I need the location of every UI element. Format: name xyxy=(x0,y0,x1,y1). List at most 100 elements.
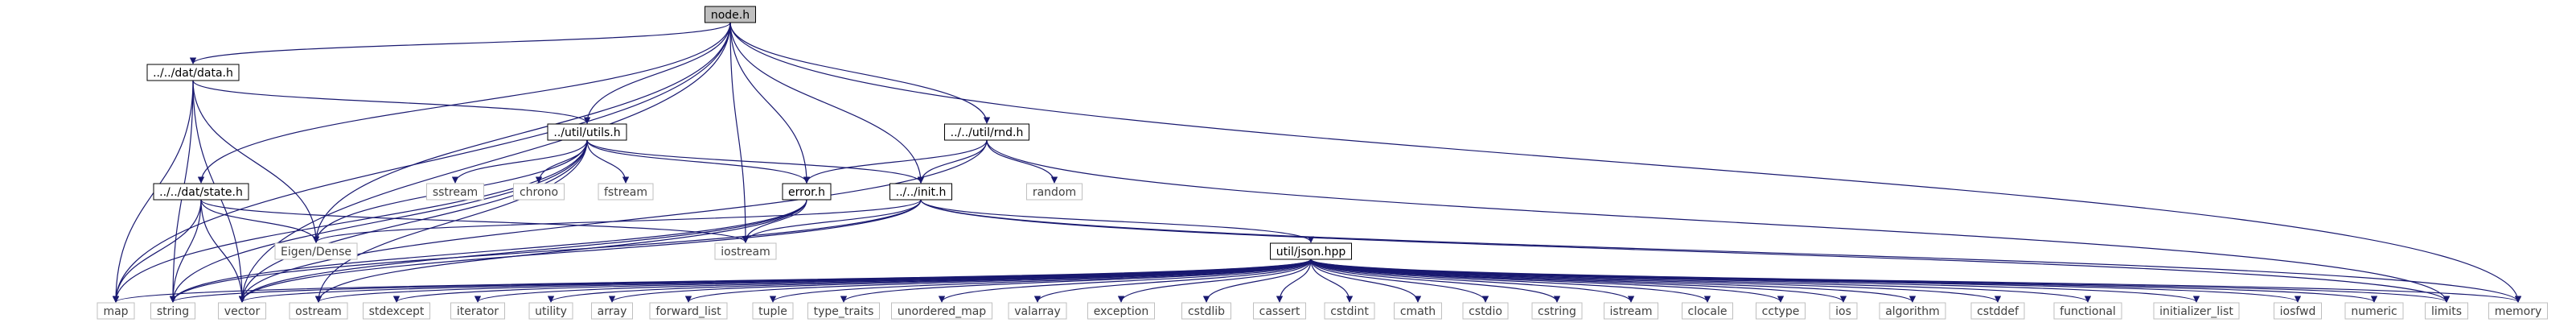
edge-json_hpp-to-memory xyxy=(1310,259,2521,303)
node-box-iostream xyxy=(714,242,777,260)
node-label-util_utils_h: ../util/utils.h xyxy=(553,126,620,139)
node-label-array: array xyxy=(598,305,627,318)
edge-json_hpp-to-type_traits xyxy=(840,259,1312,303)
node-dat_state_h[interactable]: ../../dat/state.h xyxy=(153,183,249,201)
node-label-dat_state_h: ../../dat/state.h xyxy=(159,186,243,199)
node-box-clocale xyxy=(1682,302,1733,320)
edge-init_h-to-memory xyxy=(920,199,2521,303)
edge-node_h-to-util_rnd_h xyxy=(729,22,991,124)
edge-json_hpp-to-initializer_list xyxy=(1310,259,2200,303)
node-box-vector xyxy=(218,302,266,320)
node-box-stdexcept xyxy=(363,302,430,320)
edge-node_h-to-memory xyxy=(729,22,2522,303)
edge-util_utils_h-to-fstream xyxy=(586,139,630,184)
node-label-cctype: cctype xyxy=(1762,305,1800,318)
node-box-json_hpp xyxy=(1270,242,1352,260)
node-label-json_hpp: util/json.hpp xyxy=(1276,246,1346,259)
edge-node_h-to-vector xyxy=(238,22,731,303)
edge-dat_data_h-to-util_utils_h xyxy=(192,80,591,124)
edge-util_utils_h-to-init_h xyxy=(586,139,925,184)
edges-layer xyxy=(112,22,2522,303)
edge-init_h-to-string xyxy=(169,199,922,303)
edge-json_hpp-to-algorithm xyxy=(1310,259,1917,303)
edge-json_hpp-to-cstdlib xyxy=(1202,259,1312,303)
node-box-array xyxy=(591,302,633,320)
node-label-eigen_dense: Eigen/Dense xyxy=(281,246,351,259)
node-box-cstdint xyxy=(1324,302,1375,320)
node-box-string xyxy=(150,302,195,320)
node-label-cassert: cassert xyxy=(1259,305,1300,318)
edge-json_hpp-to-cstdint xyxy=(1310,259,1354,303)
edge-json_hpp-to-cassert xyxy=(1276,259,1312,303)
node-node_h[interactable]: node.h xyxy=(705,6,756,23)
node-box-functional xyxy=(2053,302,2122,320)
edge-util_utils_h-to-map xyxy=(112,139,588,303)
node-label-ostream: ostream xyxy=(295,305,342,318)
node-box-cassert xyxy=(1253,302,1306,320)
node-box-util_rnd_h xyxy=(944,123,1029,141)
node-util_utils_h[interactable]: ../util/utils.h xyxy=(547,123,627,141)
node-box-unordered_map xyxy=(891,302,992,320)
edge-node_h-to-iostream xyxy=(729,22,750,243)
edge-util_utils_h-to-vector xyxy=(238,139,588,303)
edge-util_utils_h-to-error_h xyxy=(586,139,811,184)
edge-json_hpp-to-ostream xyxy=(315,259,1312,303)
edge-node_h-to-dat_state_h xyxy=(197,22,731,184)
edge-init_h-to-json_hpp xyxy=(920,199,1315,243)
node-label-utility: utility xyxy=(535,305,567,318)
node-label-limits: limits xyxy=(2431,305,2462,318)
edge-json_hpp-to-iterator xyxy=(475,259,1312,303)
edge-node_h-to-init_h xyxy=(729,22,925,184)
node-label-chrono: chrono xyxy=(520,186,558,199)
node-label-map: map xyxy=(103,305,128,318)
edge-util_utils_h-to-sstream xyxy=(451,139,588,184)
node-label-dat_data_h: ../../dat/data.h xyxy=(153,67,233,80)
node-label-cstdlib: cstdlib xyxy=(1188,305,1225,318)
node-label-tuple: tuple xyxy=(758,305,787,318)
edge-json_hpp-to-ios xyxy=(1310,259,1847,303)
node-limits: limits xyxy=(2425,302,2468,320)
node-box-error_h xyxy=(782,183,832,201)
edge-dat_state_h-to-eigen_dense xyxy=(200,199,320,243)
node-cstring: cstring xyxy=(1531,302,1583,320)
node-box-cstdlib xyxy=(1181,302,1231,320)
node-label-util_rnd_h: ../../util/rnd.h xyxy=(951,126,1024,139)
edge-json_hpp-to-cstring xyxy=(1310,259,1561,303)
node-box-eigen_dense xyxy=(274,242,358,260)
edge-node_h-to-eigen_dense xyxy=(312,22,731,243)
node-label-functional: functional xyxy=(2060,305,2116,318)
edge-json_hpp-to-forward_list xyxy=(685,259,1312,303)
node-utility: utility xyxy=(528,302,573,320)
edge-json_hpp-to-istream xyxy=(1310,259,1635,303)
node-label-cstdint: cstdint xyxy=(1330,305,1369,318)
node-iosfwd: iosfwd xyxy=(2274,302,2322,320)
node-type_traits: type_traits xyxy=(807,302,880,320)
node-label-type_traits: type_traits xyxy=(814,305,874,318)
edge-json_hpp-to-valarray xyxy=(1033,259,1312,303)
node-box-dat_state_h xyxy=(153,183,249,201)
node-init_h[interactable]: ../../init.h xyxy=(889,183,952,201)
node-box-sstream xyxy=(426,183,484,201)
edge-util_rnd_h-to-limits xyxy=(986,139,2451,303)
node-label-sstream: sstream xyxy=(433,186,478,199)
node-tuple: tuple xyxy=(752,302,794,320)
node-sstream: sstream xyxy=(426,183,484,201)
node-cctype: cctype xyxy=(1756,302,1806,320)
node-json_hpp[interactable]: util/json.hpp xyxy=(1270,242,1352,260)
edge-util_rnd_h-to-error_h xyxy=(803,139,988,184)
node-forward_list: forward_list xyxy=(649,302,728,320)
node-label-unordered_map: unordered_map xyxy=(898,305,986,318)
node-util_rnd_h[interactable]: ../../util/rnd.h xyxy=(944,123,1029,141)
edge-dat_state_h-to-iostream xyxy=(200,199,750,243)
edge-json_hpp-to-tuple xyxy=(769,259,1312,303)
edge-node_h-to-util_utils_h xyxy=(583,22,731,124)
nodes-layer: node.h ../../dat/data.h ../util/utils.h ../… xyxy=(97,6,2548,320)
node-box-memory xyxy=(2488,302,2548,320)
node-error_h[interactable]: error.h xyxy=(782,183,832,201)
node-box-limits xyxy=(2425,302,2468,320)
node-label-ios: ios xyxy=(1835,305,1851,318)
node-cstdio: cstdio xyxy=(1462,302,1509,320)
node-box-cstddef xyxy=(1970,302,2025,320)
node-dat_data_h[interactable]: ../../dat/data.h xyxy=(146,64,240,81)
node-clocale: clocale xyxy=(1682,302,1733,320)
